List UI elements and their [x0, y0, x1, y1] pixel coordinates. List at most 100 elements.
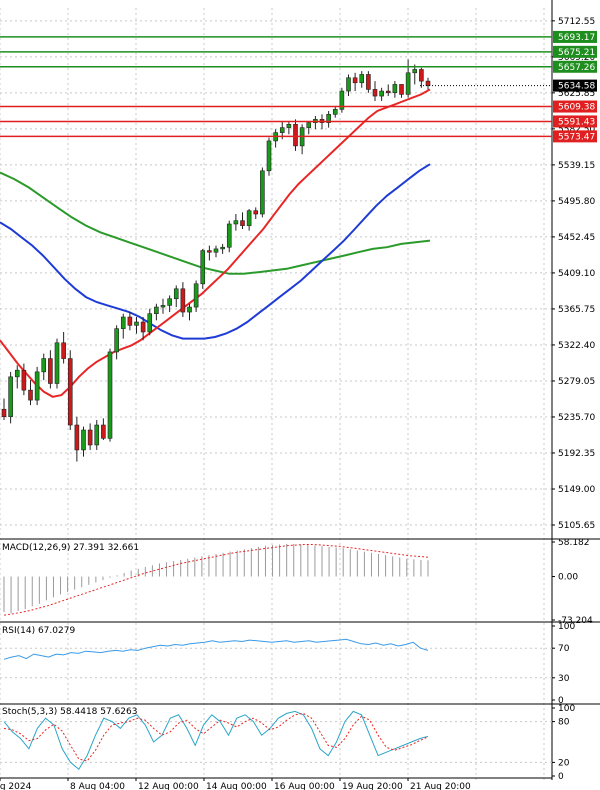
price-level-label: 5609.38: [558, 103, 595, 113]
rsi-line: [3, 638, 429, 660]
price-level-tag: [553, 100, 597, 113]
candle-bearish: [207, 250, 212, 253]
candle-bullish: [94, 424, 100, 446]
candle-bullish: [34, 371, 40, 401]
candle-bullish: [160, 305, 166, 308]
candle-bearish: [74, 424, 80, 451]
x-tick-label: 14 Aug 00:00: [206, 782, 267, 790]
candle-bullish: [193, 283, 199, 308]
candle-bullish: [233, 220, 239, 225]
y-tick-label: 5712.55: [558, 17, 595, 27]
y-tick-label: 5322.40: [558, 341, 595, 351]
candle-bearish: [293, 124, 298, 147]
y-tick-label: 5192.35: [558, 449, 595, 459]
candle-bullish: [200, 250, 206, 285]
candle-bullish: [286, 124, 292, 128]
price-level-label: 5591.43: [558, 117, 595, 127]
price-level-label: 5657.26: [558, 63, 595, 73]
candle-bearish: [425, 80, 431, 86]
candle-bearish: [61, 342, 66, 359]
macd-signal-line: [3, 544, 429, 616]
candle-bullish: [120, 316, 126, 329]
candle-bearish: [127, 316, 133, 326]
macd-y-tick-label: 58.182: [558, 538, 590, 548]
candle-bullish: [8, 376, 13, 418]
x-tick-label: 16 Aug 00:00: [274, 782, 335, 790]
stoch-title: Stoch(5,3,3) 58.4418 57.6263: [2, 707, 137, 717]
candle-bullish: [266, 140, 272, 172]
macd-title: MACD(12,26,9) 27.391 32.661: [2, 543, 139, 553]
candle-bullish: [220, 246, 225, 250]
x-tick-label: 12 Aug 00:00: [138, 782, 199, 790]
stoch-y-tick-label: 80: [558, 718, 570, 728]
candle-bearish: [419, 69, 424, 82]
price-level-tag: [553, 45, 597, 58]
y-tick-label: 5365.75: [558, 305, 595, 315]
candle-bullish: [134, 321, 139, 326]
candle-bullish: [154, 306, 159, 315]
candle-bearish: [1, 408, 7, 418]
x-axis: Aug 2024 8 Aug 04:00 12 Aug 00:00 14 Aug 00…: [0, 777, 552, 790]
rsi-panel: RSI(14) 67.0279 100 70 30 0: [0, 622, 600, 706]
candle-bearish: [87, 429, 93, 446]
stoch-y-tick-label: 0: [558, 772, 564, 782]
candle-bullish: [346, 77, 351, 92]
candle-bullish: [226, 223, 232, 248]
candle-bearish: [352, 77, 358, 84]
candle-bullish: [359, 74, 365, 84]
stoch-y-tick-label: 100: [558, 704, 575, 714]
price-level-label: 5573.47: [558, 132, 595, 142]
candle-bullish: [213, 248, 219, 253]
price-level-label: 5675.21: [558, 48, 595, 58]
macd-y-tick-label: 0.00: [558, 573, 578, 583]
candle-bullish: [41, 358, 47, 373]
y-tick-label: 5452.45: [558, 233, 595, 243]
price-level-tag: [553, 130, 597, 143]
rsi-y-tick-label: 70: [558, 644, 570, 654]
candle-bearish: [101, 424, 106, 439]
candle-bullish: [81, 429, 86, 451]
candle-bullish: [332, 109, 338, 115]
rsi-y-tick-label: 100: [558, 622, 575, 632]
stoch-panel: Stoch(5,3,3) 58.4418 57.6263 100 80 20 0: [0, 704, 575, 782]
rsi-y-tick-label: 0: [558, 696, 564, 706]
stoch-y-tick-label: 20: [558, 758, 570, 768]
candle-bullish: [246, 210, 252, 226]
candle-bearish: [253, 210, 259, 215]
y-tick-label: 5539.15: [558, 161, 595, 171]
candle-bearish: [67, 358, 73, 426]
candle-bullish: [306, 122, 312, 128]
last-price-tag: [553, 79, 597, 92]
rsi-y-tick-label: 30: [558, 674, 570, 684]
y-tick-label: 5409.10: [558, 269, 595, 279]
x-tick-label: Aug 2024: [0, 782, 32, 790]
rsi-title: RSI(14) 67.0279: [2, 626, 75, 636]
y-tick-label: 5105.65: [558, 521, 595, 531]
moving-average-slow: [0, 171, 431, 275]
candle-bearish: [240, 220, 245, 226]
last-price-label: 5634.58: [558, 82, 595, 92]
candle-bullish: [187, 306, 192, 313]
candle-bullish: [405, 72, 411, 95]
y-tick-label: 5495.80: [558, 197, 595, 207]
candle-bearish: [28, 389, 33, 401]
x-tick-label: 21 Aug 20:00: [410, 782, 471, 790]
candle-bullish: [339, 90, 345, 110]
y-tick-label: 5235.70: [558, 413, 595, 423]
y-tick-label: 5582.50: [558, 125, 595, 135]
candle-bullish: [392, 84, 398, 94]
price-level-tag: [553, 60, 597, 73]
candle-bullish: [147, 313, 153, 333]
x-tick-label: 19 Aug 20:00: [342, 782, 403, 790]
candle-bullish: [379, 90, 384, 97]
candle-bullish: [114, 328, 119, 353]
candle-bullish: [173, 288, 179, 300]
candle-bearish: [366, 74, 371, 90]
candle-bearish: [399, 84, 404, 95]
price-level-label: 5693.17: [558, 33, 595, 43]
moving-average-medium: [0, 163, 431, 340]
y-tick-label: 5625.85: [558, 89, 595, 99]
candle-bullish: [260, 170, 265, 215]
